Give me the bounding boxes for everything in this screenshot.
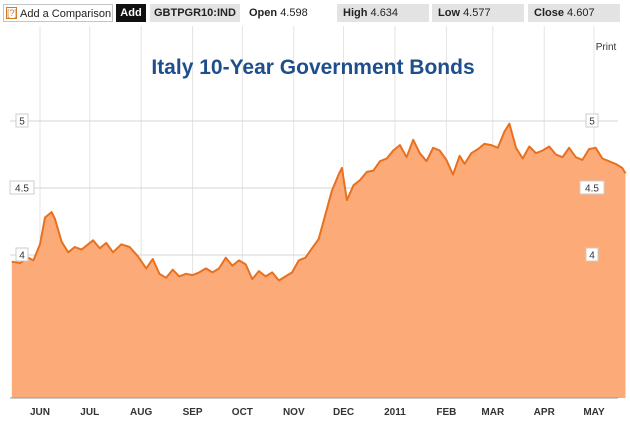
ticker-symbol: GBTPGR10:IND (150, 4, 240, 22)
x-tick-label: DEC (333, 407, 354, 418)
y-tick-label-right-box (585, 113, 599, 128)
high-stat: High 4.634 (337, 4, 429, 22)
y-axis-labels: 4 4 4.5 4.5 5 5 (9, 113, 605, 262)
x-tick-label: MAR (481, 407, 505, 418)
low-value: 4.577 (463, 7, 491, 19)
x-tick-label: AUG (130, 407, 152, 418)
y-tick-label-left-box (9, 180, 35, 195)
x-tick-label: MAY (583, 407, 605, 418)
y-tick-label-right-box (579, 180, 605, 195)
add-comparison-label: Add a Comparison (20, 8, 112, 20)
help-icon: [?] (6, 7, 18, 19)
y-tick-label-left: 4 (19, 251, 25, 262)
close-stat: Close 4.607 (528, 4, 620, 22)
add-button[interactable]: Add (116, 4, 146, 22)
chart-title: Italy 10-Year Government Bonds (151, 56, 474, 79)
open-stat: Open 4.598 (243, 4, 333, 22)
low-label: Low (438, 7, 460, 19)
high-value: 4.634 (370, 7, 399, 19)
y-tick-label-right: 4.5 (585, 184, 599, 195)
print-link[interactable]: Print (596, 42, 617, 53)
yield-area-fill (11, 123, 626, 398)
x-tick-label: JUN (30, 407, 50, 418)
toolbar: [?] Add a Comparison Add GBTPGR10:IND Op… (0, 0, 630, 26)
x-tick-label: APR (534, 407, 556, 418)
low-stat: Low 4.577 (432, 4, 524, 22)
yield-line (11, 122, 627, 282)
y-tick-label-right-box (585, 247, 599, 262)
y-tick-label-right: 5 (589, 117, 595, 128)
y-tick-label-right: 4 (589, 251, 595, 262)
x-tick-label: SEP (183, 407, 203, 418)
high-label: High (343, 7, 368, 19)
x-axis-ticks: JUN JUL AUG SEP OCT NOV DEC 2011 FEB MAR APR MAY (30, 407, 605, 418)
x-tick-label: NOV (283, 407, 305, 418)
close-label: Close (534, 7, 564, 19)
y-tick-label-left: 5 (19, 117, 25, 128)
close-value: 4.607 (567, 7, 595, 19)
open-value: 4.598 (280, 7, 308, 19)
y-tick-label-left-box (15, 113, 29, 128)
x-tick-label: OCT (232, 407, 253, 418)
x-tick-label: JUL (80, 407, 99, 418)
y-tick-label-left-box (15, 247, 29, 262)
x-tick-label: 2011 (384, 407, 406, 418)
y-tick-label-left: 4.5 (15, 184, 29, 195)
add-comparison-input[interactable]: [?] Add a Comparison (3, 4, 113, 22)
open-label: Open (249, 7, 278, 19)
x-tick-label: FEB (436, 407, 456, 418)
